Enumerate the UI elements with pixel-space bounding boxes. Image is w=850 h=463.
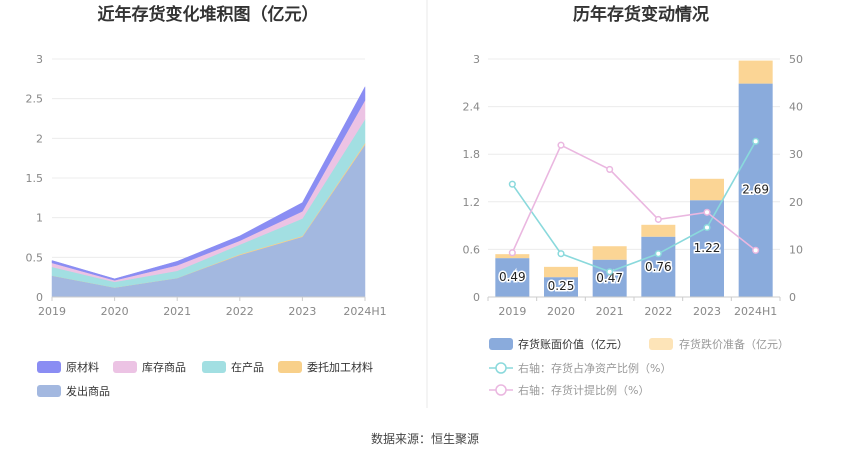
combo-chart-bars: 0.49 0.25 0.47 0.76 1.22 2.69 xyxy=(495,60,773,298)
line-point xyxy=(752,246,760,254)
line-point xyxy=(654,250,662,258)
combo-chart-gridlines xyxy=(488,58,780,250)
combo-x-tick-label: 2022 xyxy=(644,305,672,318)
area-y-tick-label: 2.5 xyxy=(26,93,44,106)
combo-x-tick-label: 2019 xyxy=(498,305,526,318)
combo-legend-swatch xyxy=(649,338,673,350)
combo-legend-label: 右轴：存货计提比例（%） xyxy=(518,383,649,397)
area-legend-swatch xyxy=(278,361,302,373)
line-point xyxy=(606,165,614,173)
line-point xyxy=(752,137,760,145)
area-legend-swatch xyxy=(202,361,226,373)
combo-right-tick-label: 40 xyxy=(789,101,803,114)
bar-value-label: 2.69 xyxy=(742,183,769,197)
line-point xyxy=(557,141,565,149)
area-y-tick-label: 1 xyxy=(36,212,43,225)
area-legend-swatch xyxy=(37,385,61,397)
line-provision-ratio xyxy=(511,144,757,254)
combo-right-tick-label: 30 xyxy=(789,148,803,161)
line-point xyxy=(654,215,662,223)
area-legend-label: 原材料 xyxy=(66,360,99,374)
combo-legend-label: 右轴：存货占净资产比例（%） xyxy=(518,361,671,375)
area-y-tick-label: 0.5 xyxy=(26,251,44,264)
area-x-tick-label: 2022 xyxy=(226,305,254,318)
area-legend-label: 发出商品 xyxy=(66,384,110,398)
bar-book-value xyxy=(738,83,773,298)
bar-value-label: 0.25 xyxy=(548,279,575,293)
combo-left-tick-label: 0.6 xyxy=(463,243,481,256)
area-y-tick-label: 0 xyxy=(36,291,43,304)
combo-left-tick-label: 3 xyxy=(473,53,480,66)
bar-book-value xyxy=(690,200,724,297)
area-x-tick-label: 2019 xyxy=(38,305,66,318)
line-point xyxy=(508,249,516,257)
bar-value-label: 0.49 xyxy=(499,270,526,284)
bar-book-value xyxy=(495,258,530,297)
area-legend-swatch xyxy=(37,361,61,373)
combo-left-tick-label: 1.8 xyxy=(463,148,481,161)
line-point xyxy=(557,250,565,258)
combo-x-tick-label: 2020 xyxy=(547,305,575,318)
combo-chart-lines xyxy=(508,137,760,276)
area-chart-series xyxy=(51,86,366,298)
combo-right-tick-label: 10 xyxy=(789,243,803,256)
inventory-combo-chart: 历年存货变动情况 0.49 0.25 0.47 0.76 1.22 2.69 0 0.6 1.… xyxy=(463,4,804,397)
area-legend-swatch xyxy=(113,361,137,373)
area-chart-axes: 0 0.5 1 1.5 2 2.5 3 2019 2020 2021 2022 2023 2024H1 xyxy=(26,53,387,318)
area-legend-label: 在产品 xyxy=(231,360,264,374)
combo-chart-title: 历年存货变动情况 xyxy=(573,4,709,25)
line-point xyxy=(508,180,516,188)
combo-left-tick-label: 2.4 xyxy=(463,101,481,114)
area-legend-label: 库存商品 xyxy=(142,360,186,374)
area-x-tick-label: 2023 xyxy=(288,305,316,318)
line-point xyxy=(703,208,711,216)
bar-impairment-provision xyxy=(592,246,627,260)
bar-book-value xyxy=(544,277,578,297)
data-source: 数据来源：恒生聚源 xyxy=(371,431,479,446)
area-y-tick-label: 1.5 xyxy=(26,172,44,185)
combo-legend-marker xyxy=(495,384,507,396)
area-series-原材料 xyxy=(51,86,366,281)
area-chart-title: 近年存货变化堆积图（亿元） xyxy=(98,4,319,25)
combo-legend-label: 存货跌价准备（亿元） xyxy=(679,337,789,351)
area-x-tick-label: 2020 xyxy=(101,305,129,318)
stacked-area-chart: 近年存货变化堆积图（亿元） 0 0.5 1 1.5 2 2.5 3 2019 2020 2021 2… xyxy=(26,4,387,398)
area-x-tick-label: 2024H1 xyxy=(343,305,386,318)
combo-legend-marker xyxy=(495,362,507,374)
bar-impairment-provision xyxy=(641,224,676,237)
bar-impairment-provision xyxy=(544,266,578,278)
combo-left-tick-label: 1.2 xyxy=(463,196,481,209)
line-inventory-to-net-assets xyxy=(511,140,757,273)
line-point xyxy=(606,268,614,276)
bar-impairment-provision xyxy=(738,60,773,84)
bar-value-label: 0.47 xyxy=(596,271,623,285)
combo-right-tick-label: 20 xyxy=(789,196,803,209)
bar-book-value xyxy=(592,259,627,297)
combo-x-tick-label: 2021 xyxy=(596,305,624,318)
combo-x-tick-label: 2023 xyxy=(693,305,721,318)
combo-legend-label: 存货账面价值（亿元） xyxy=(518,337,628,351)
area-x-tick-label: 2021 xyxy=(163,305,191,318)
combo-right-tick-label: 50 xyxy=(789,53,803,66)
combo-chart-legend[interactable]: 存货账面价值（亿元） 存货跌价准备（亿元） 右轴：存货占净资产比例（%） 右轴：存货计… xyxy=(489,337,789,397)
area-legend-label: 委托加工材料 xyxy=(307,360,373,374)
combo-legend-swatch xyxy=(489,338,513,350)
bar-value-label: 0.76 xyxy=(645,260,672,274)
combo-x-tick-label: 2024H1 xyxy=(734,305,777,318)
combo-right-tick-label: 0 xyxy=(789,291,796,304)
combo-left-tick-label: 0 xyxy=(473,291,480,304)
line-point xyxy=(703,223,711,232)
bar-impairment-provision xyxy=(690,178,724,201)
area-y-tick-label: 2 xyxy=(36,132,43,145)
area-y-tick-label: 3 xyxy=(36,53,43,66)
bar-value-label: 1.22 xyxy=(694,241,721,255)
area-chart-gridlines xyxy=(52,58,365,258)
